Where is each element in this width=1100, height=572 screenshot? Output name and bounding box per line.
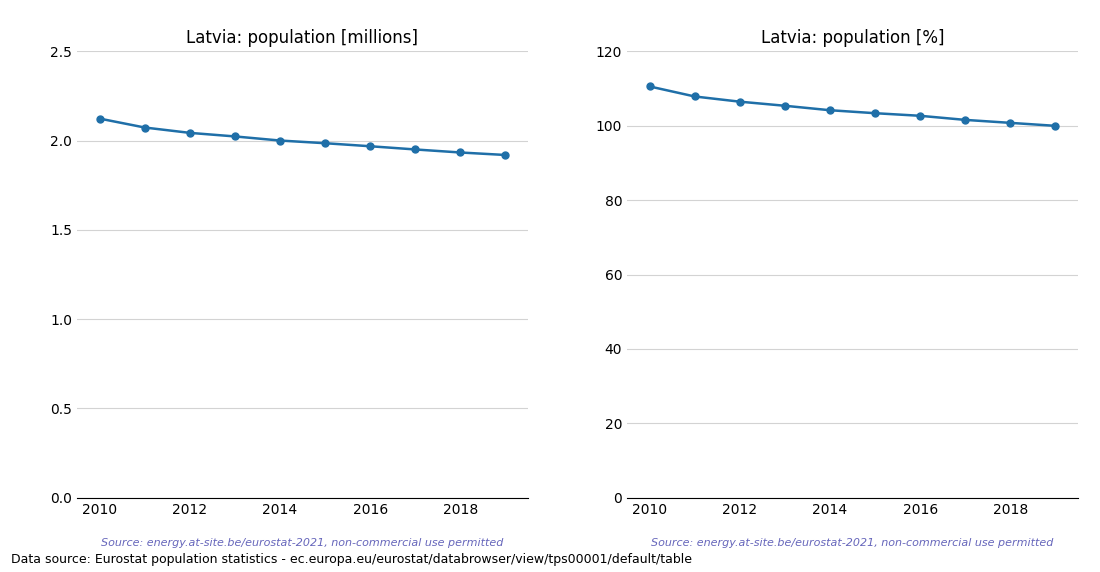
- Text: Data source: Eurostat population statistics - ec.europa.eu/eurostat/databrowser/: Data source: Eurostat population statist…: [11, 553, 692, 566]
- Text: Source: energy.at-site.be/eurostat-2021, non-commercial use permitted: Source: energy.at-site.be/eurostat-2021,…: [101, 538, 504, 548]
- Title: Latvia: population [millions]: Latvia: population [millions]: [187, 29, 418, 47]
- Title: Latvia: population [%]: Latvia: population [%]: [761, 29, 944, 47]
- Text: Source: energy.at-site.be/eurostat-2021, non-commercial use permitted: Source: energy.at-site.be/eurostat-2021,…: [651, 538, 1054, 548]
